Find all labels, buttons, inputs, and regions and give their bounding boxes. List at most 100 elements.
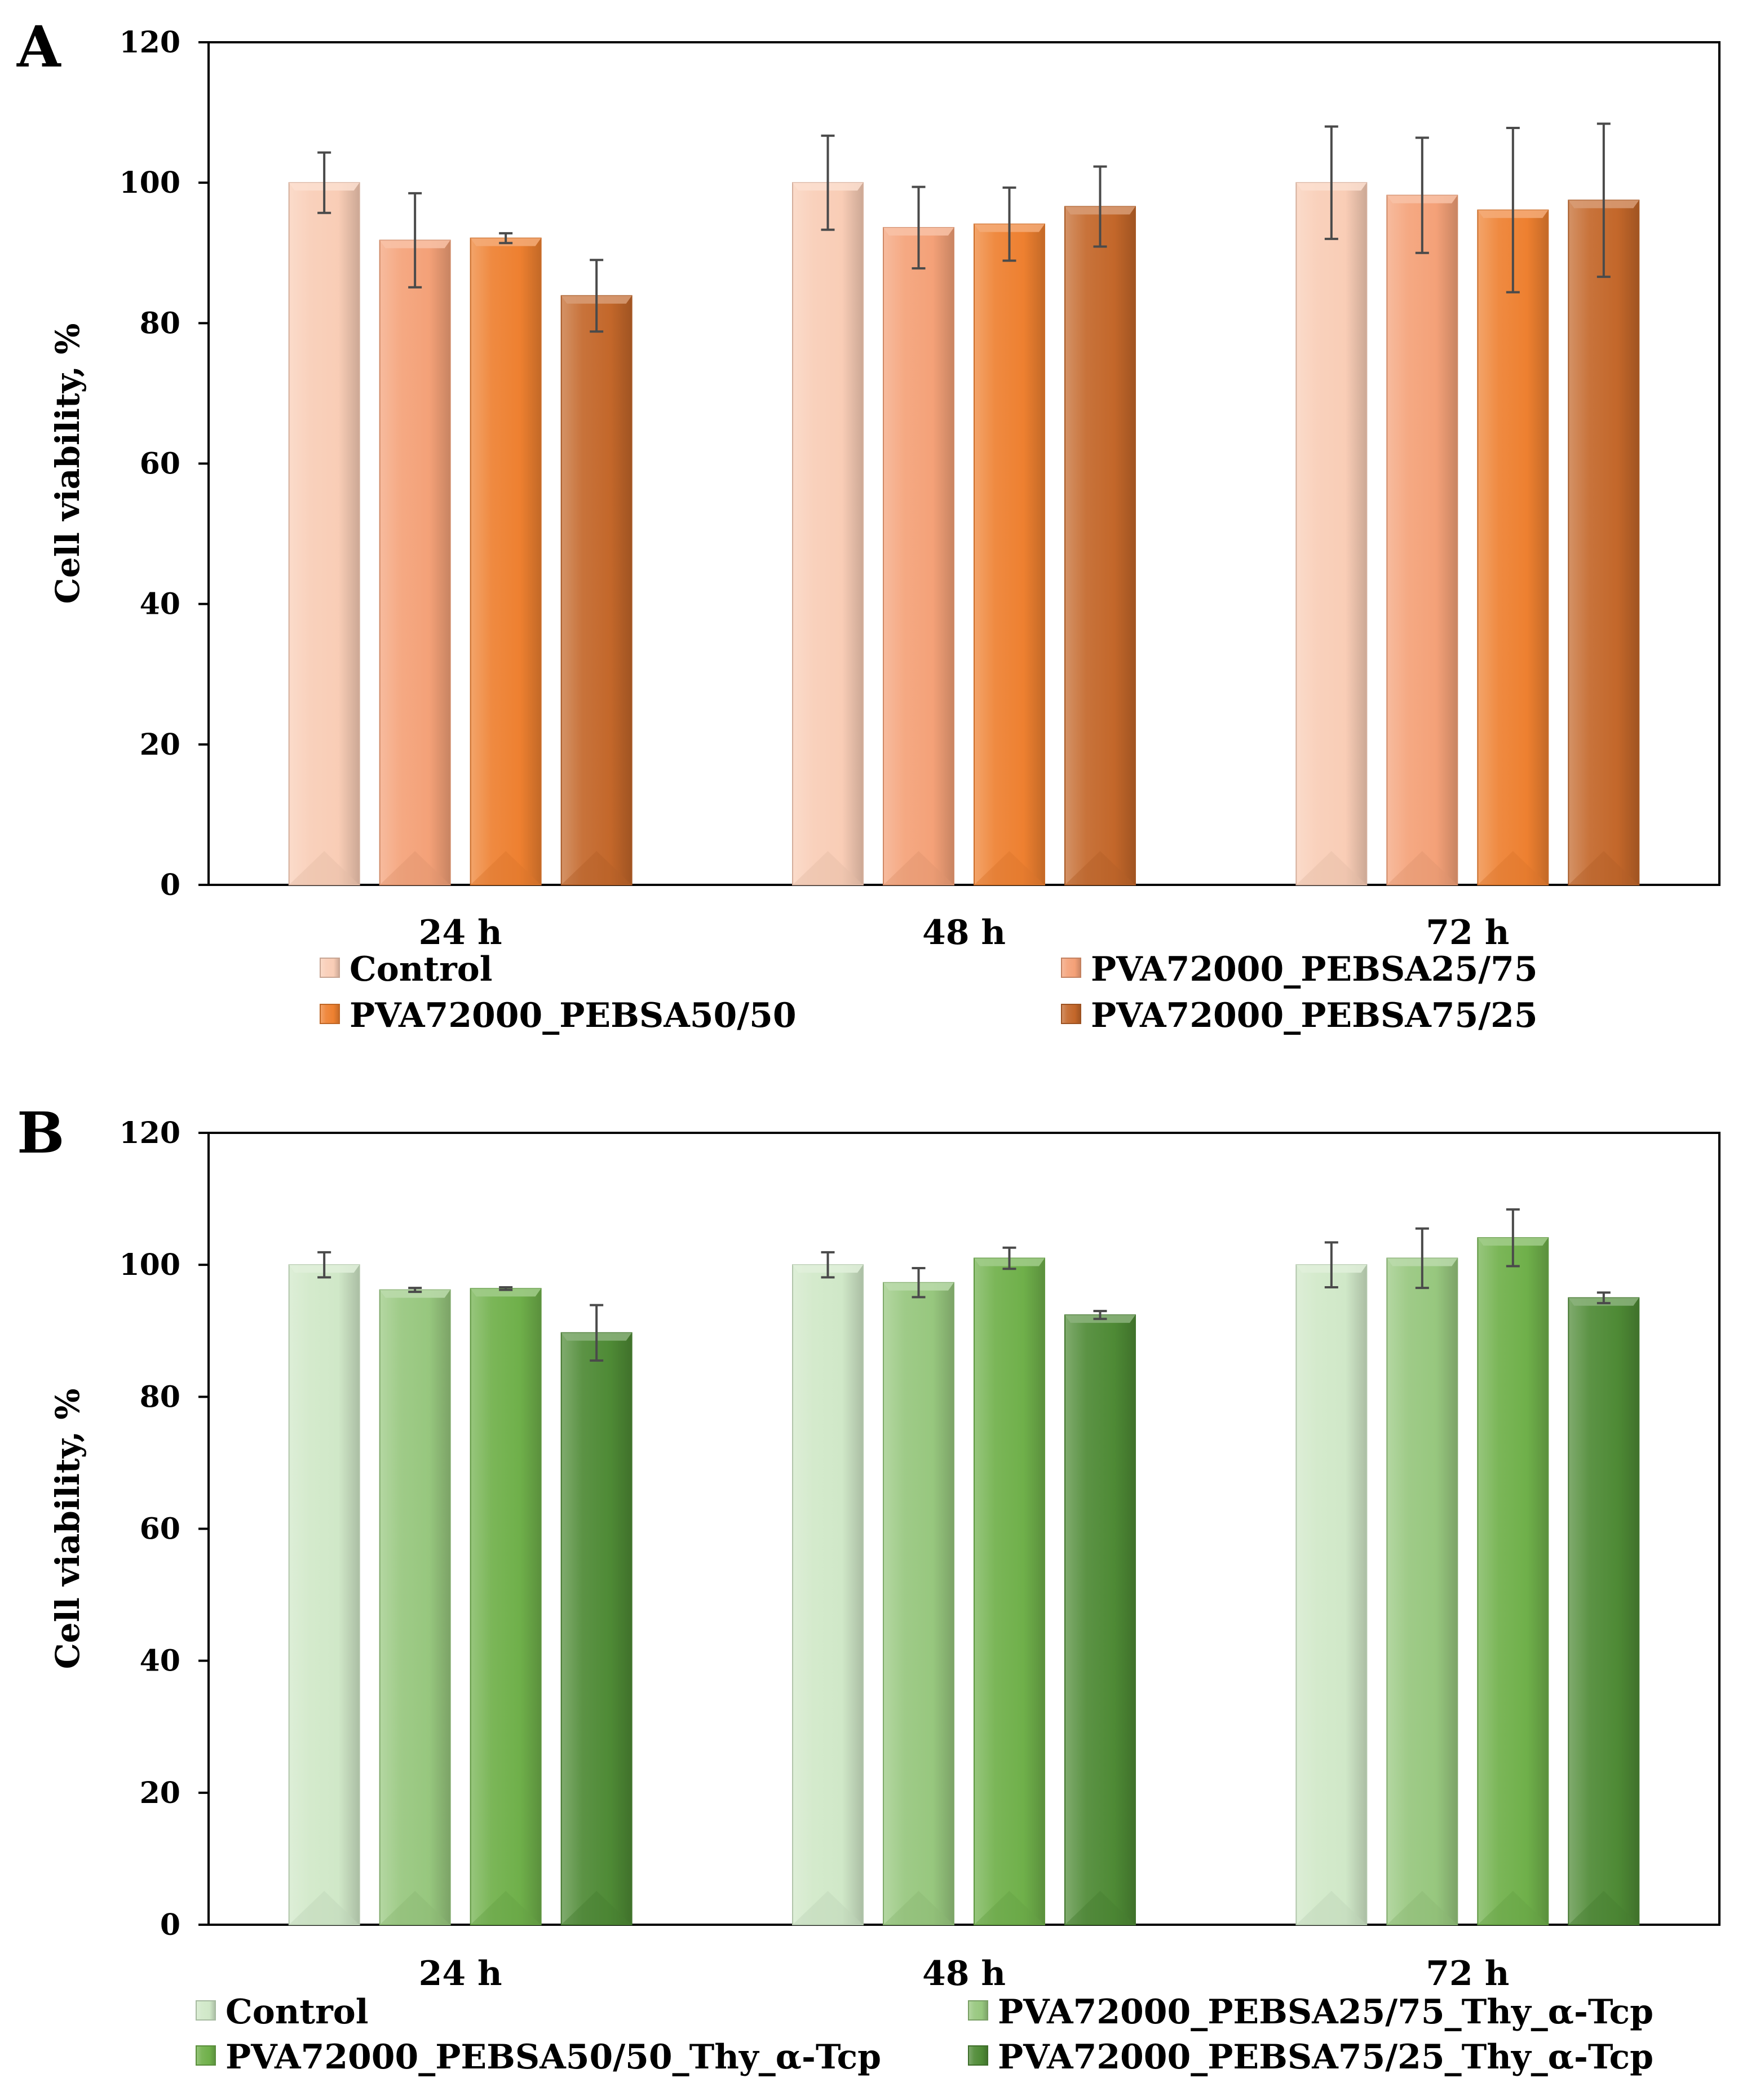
- bar-PVA72000_PEBSA25/75_Thy_α-Tcp-48 h: [883, 1282, 954, 1925]
- x-category-label: 24 h: [419, 913, 502, 952]
- legend-swatch: [1061, 1004, 1081, 1024]
- bar-bottom-bevel: [1478, 1891, 1549, 1925]
- bar-bottom-bevel: [1296, 851, 1367, 885]
- bar-bottom-bevel: [1568, 851, 1639, 885]
- legend-swatch: [196, 2000, 216, 2021]
- bar-Control-48 h: [792, 182, 864, 886]
- bar-Control-72 h: [1295, 1264, 1368, 1926]
- legend-label: Control: [350, 950, 493, 989]
- bar-bottom-bevel: [289, 1891, 360, 1925]
- legend-item: PVA72000_PEBSA25/75_Thy_α-Tcp: [968, 1992, 1653, 2032]
- bar-top-bevel: [470, 1288, 541, 1297]
- legend-swatch: [1061, 958, 1081, 978]
- x-category-label: 72 h: [1426, 913, 1509, 952]
- legend-item: PVA72000_PEBSA25/75: [1061, 950, 1538, 989]
- legend-swatch: [320, 1004, 340, 1024]
- bar-bottom-bevel: [1296, 1891, 1367, 1925]
- bar-bottom-bevel: [974, 851, 1045, 885]
- bar-bottom-bevel: [883, 1891, 954, 1925]
- bar-top-bevel: [379, 1290, 450, 1298]
- x-category-label: 72 h: [1426, 1954, 1509, 1993]
- bar-bottom-bevel: [1065, 851, 1135, 885]
- bar-bottom-bevel: [1065, 1891, 1135, 1925]
- bar-bottom-bevel: [561, 851, 632, 885]
- bar-bottom-bevel: [289, 851, 360, 885]
- bar-bottom-bevel: [974, 1891, 1045, 1925]
- y-tick-label: 120: [119, 1116, 180, 1150]
- legend-label: PVA72000_PEBSA25/75_Thy_α-Tcp: [998, 1992, 1653, 2032]
- legend-item: PVA72000_PEBSA75/25_Thy_α-Tcp: [968, 2037, 1653, 2077]
- bar-bottom-bevel: [470, 851, 541, 885]
- bar-Control-24 h: [288, 182, 360, 886]
- bar-bottom-bevel: [793, 1891, 863, 1925]
- bar-PVA72000_PEBSA50/50-24 h: [470, 237, 542, 885]
- x-category-label: 48 h: [922, 913, 1006, 952]
- bar-PVA72000_PEBSA75/25_Thy_α-Tcp-72 h: [1568, 1297, 1640, 1925]
- bar-PVA72000_PEBSA25/75-24 h: [379, 240, 451, 886]
- legend-label: PVA72000_PEBSA75/25_Thy_α-Tcp: [998, 2037, 1653, 2077]
- bar-bottom-bevel: [1387, 851, 1458, 885]
- bar-PVA72000_PEBSA25/75-48 h: [883, 227, 954, 885]
- y-tick-label: 40: [140, 1644, 180, 1678]
- y-tick-label: 60: [140, 447, 180, 481]
- bar-PVA72000_PEBSA75/25-48 h: [1064, 206, 1136, 885]
- legend-swatch: [196, 2045, 216, 2066]
- bar-bottom-bevel: [470, 1891, 541, 1925]
- y-tick-label: 0: [160, 868, 180, 902]
- legend-item: Control: [196, 1992, 369, 2032]
- bar-PVA72000_PEBSA50/50-48 h: [974, 223, 1045, 886]
- bar-bottom-bevel: [1478, 851, 1549, 885]
- bar-bottom-bevel: [379, 1891, 450, 1925]
- legend-label: PVA72000_PEBSA75/25: [1091, 996, 1538, 1035]
- plot-area-frame: [207, 1132, 1721, 1926]
- bar-PVA72000_PEBSA75/25_Thy_α-Tcp-24 h: [560, 1332, 633, 1925]
- bar-Control-72 h: [1295, 182, 1368, 886]
- bar-PVA72000_PEBSA50/50_Thy_α-Tcp-72 h: [1477, 1237, 1549, 1926]
- legend-item: PVA72000_PEBSA75/25: [1061, 996, 1538, 1035]
- chart-panel-A: A 0 20 40 60 80 100 120 Cell viability, % 24 h 48 …: [16, 14, 1721, 1035]
- y-tick-label: 80: [140, 306, 180, 340]
- bar-PVA72000_PEBSA75/25_Thy_α-Tcp-48 h: [1064, 1314, 1136, 1925]
- y-axis-label: Cell viability, %: [48, 324, 87, 604]
- y-tick-label: 20: [140, 1776, 180, 1810]
- bar-Control-48 h: [792, 1264, 864, 1926]
- legend-item: PVA72000_PEBSA50/50_Thy_α-Tcp: [196, 2037, 881, 2077]
- bar-bottom-bevel: [793, 851, 863, 885]
- plot-area-frame: [207, 41, 1721, 886]
- y-tick-label: 20: [140, 728, 180, 762]
- panel-letter: A: [16, 14, 61, 80]
- y-tick-label: 80: [140, 1380, 180, 1414]
- x-category-label: 48 h: [922, 1954, 1006, 1993]
- bar-PVA72000_PEBSA25/75_Thy_α-Tcp-24 h: [379, 1289, 451, 1926]
- legend-label: PVA72000_PEBSA50/50_Thy_α-Tcp: [225, 2037, 881, 2077]
- y-tick-label: 40: [140, 587, 180, 622]
- legend-item: Control: [320, 950, 493, 989]
- legend-swatch: [968, 2000, 988, 2021]
- y-tick-label: 100: [119, 166, 180, 200]
- bar-PVA72000_PEBSA50/50-72 h: [1477, 209, 1549, 886]
- bar-bottom-bevel: [1387, 1891, 1458, 1925]
- chart-panel-B: B 0 20 40 60 80 100 120 Cell viability, % 24 h 48 …: [17, 1100, 1721, 2077]
- x-category-label: 24 h: [419, 1954, 502, 1993]
- legend-label: Control: [225, 1992, 369, 2032]
- y-tick-label: 0: [160, 1908, 180, 1942]
- legend-label: PVA72000_PEBSA50/50: [350, 996, 797, 1035]
- bar-Control-24 h: [288, 1264, 360, 1926]
- bar-PVA72000_PEBSA50/50_Thy_α-Tcp-24 h: [470, 1288, 542, 1925]
- y-tick-label: 120: [119, 25, 180, 60]
- y-tick-label: 60: [140, 1512, 180, 1547]
- bar-bottom-bevel: [379, 851, 450, 885]
- bar-bottom-bevel: [561, 1891, 632, 1925]
- bar-PVA72000_PEBSA75/25-72 h: [1568, 200, 1640, 885]
- legend-label: PVA72000_PEBSA25/75: [1091, 950, 1538, 989]
- panel-letter: B: [17, 1100, 65, 1166]
- bar-PVA72000_PEBSA25/75_Thy_α-Tcp-72 h: [1386, 1257, 1458, 1925]
- bar-bottom-bevel: [883, 851, 954, 885]
- legend-swatch: [320, 958, 340, 978]
- legend-item: PVA72000_PEBSA50/50: [320, 996, 797, 1035]
- bar-bottom-bevel: [1568, 1891, 1639, 1925]
- legend-swatch: [968, 2045, 988, 2066]
- y-axis-label: Cell viability, %: [48, 1389, 87, 1669]
- bar-PVA72000_PEBSA50/50_Thy_α-Tcp-48 h: [974, 1257, 1045, 1925]
